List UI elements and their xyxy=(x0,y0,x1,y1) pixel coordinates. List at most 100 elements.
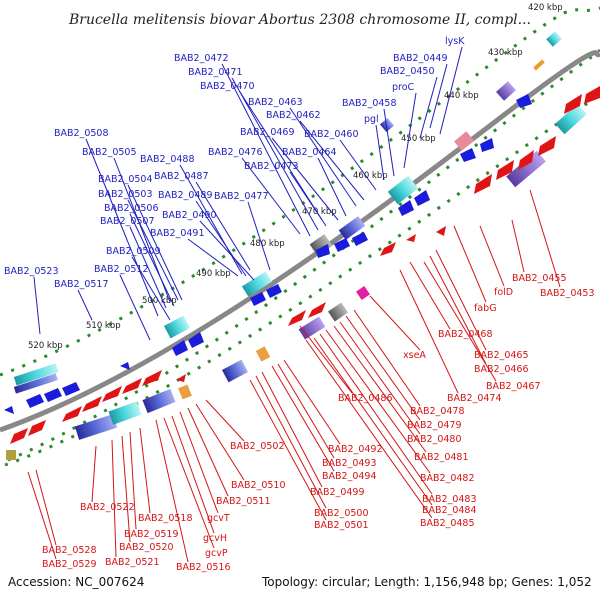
map-title: Brucella melitensis biovar Abortus 2308 … xyxy=(68,12,531,28)
gene-label: BAB2_0464 xyxy=(282,147,337,158)
feature-block xyxy=(533,59,545,71)
gene-label: BAB2_0474 xyxy=(447,393,502,404)
gene-arrow xyxy=(538,136,556,156)
feature-block xyxy=(255,346,271,362)
gene-arrow xyxy=(82,396,102,412)
gene-arrow xyxy=(308,302,326,318)
gene-label: BAB2_0453 xyxy=(540,288,595,299)
feature-block xyxy=(13,363,59,386)
gene-arrow xyxy=(414,190,430,206)
feature-block xyxy=(74,414,118,440)
gene-label: BAB2_0521 xyxy=(105,557,160,568)
gene-arrow xyxy=(496,160,514,180)
gene-label: pgl xyxy=(364,114,379,125)
gene-label: BAB2_0471 xyxy=(188,67,243,78)
gene-label: BAB2_0505 xyxy=(82,147,137,158)
gene-label: gcvP xyxy=(205,548,228,559)
gene-label: gcvT xyxy=(207,513,230,524)
gene-label: BAB2_0483 xyxy=(422,494,477,505)
gene-label: BAB2_0493 xyxy=(322,458,377,469)
kbp-label: 430 kbp xyxy=(488,48,523,58)
gene-label: BAB2_0489 xyxy=(158,190,213,201)
gene-label: BAB2_0488 xyxy=(140,154,195,165)
feature-block xyxy=(506,150,546,188)
reverse-arrows xyxy=(10,86,600,444)
reverse-gene-labels: BAB2_0453 BAB2_0455 folD fabG BAB2_0465 … xyxy=(42,273,595,573)
gene-arrow xyxy=(564,94,582,114)
gene-label: BAB2_0462 xyxy=(266,110,321,121)
gene-label: BAB2_0518 xyxy=(138,513,193,524)
feature-block xyxy=(164,315,190,339)
gene-label: BAB2_0500 xyxy=(314,508,369,519)
reverse-leader-lines xyxy=(27,189,561,563)
feature-block xyxy=(546,31,562,47)
gene-label: proC xyxy=(392,82,415,93)
kbp-labels: 420 kbp 430 kbp 440 kbp 450 kbp 460 kbp … xyxy=(28,3,563,351)
gene-arrow xyxy=(460,148,476,162)
gene-label: BAB2_0484 xyxy=(422,505,477,516)
gene-label: BAB2_0482 xyxy=(420,473,475,484)
feature-block xyxy=(356,286,370,300)
feature-block xyxy=(6,450,16,460)
gene-label: BAB2_0473 xyxy=(244,161,299,172)
chromosome-backbone xyxy=(0,50,600,433)
gene-arrow xyxy=(352,232,368,246)
gene-arrow xyxy=(62,406,82,422)
feature-block xyxy=(142,388,176,414)
gene-label: BAB2_0470 xyxy=(200,81,255,92)
gene-label: BAB2_0502 xyxy=(230,441,285,452)
gene-label: BAB2_0494 xyxy=(322,471,377,482)
feature-block xyxy=(328,302,348,322)
kbp-label: 510 kbp xyxy=(86,321,121,331)
feature-block xyxy=(13,373,58,394)
gene-arrow xyxy=(142,370,162,386)
gene-arrow xyxy=(44,388,62,402)
gene-arrow xyxy=(28,420,46,436)
gene-label: BAB2_0507 xyxy=(100,216,155,227)
gene-label: BAB2_0485 xyxy=(420,518,475,529)
gene-arrow xyxy=(288,310,306,326)
gene-arrow xyxy=(4,406,14,414)
kbp-label: 520 kbp xyxy=(28,341,63,351)
feature-block xyxy=(338,216,366,240)
gene-label: BAB2_0519 xyxy=(124,529,179,540)
gene-label: BAB2_0476 xyxy=(208,147,263,158)
kbp-label: 490 kbp xyxy=(196,269,231,279)
gene-arrow xyxy=(380,242,396,256)
gene-label: folD xyxy=(494,287,513,298)
gene-label: BAB2_0504 xyxy=(98,174,153,185)
gene-label: BAB2_0506 xyxy=(104,203,159,214)
gene-arrow xyxy=(172,340,188,356)
gene-label: BAB2_0509 xyxy=(106,246,161,257)
gene-arrow xyxy=(120,362,130,370)
gene-arrow xyxy=(474,174,492,194)
forward-gene-labels: lysK BAB2_0449 BAB2_0450 proC BAB2_0458 … xyxy=(4,36,465,290)
gene-label: BAB2_0479 xyxy=(407,420,462,431)
gene-label: BAB2_0520 xyxy=(119,542,174,553)
kbp-label: 500 kbp xyxy=(142,296,177,306)
gene-arrow xyxy=(584,86,600,104)
gene-label: BAB2_0501 xyxy=(314,520,369,531)
gene-arrow xyxy=(10,428,28,444)
gene-arrow xyxy=(406,234,416,242)
feature-block xyxy=(555,103,587,135)
gene-label: BAB2_0477 xyxy=(214,191,269,202)
gene-label: BAB2_0503 xyxy=(98,189,153,200)
gene-label: xseA xyxy=(403,350,426,361)
gene-arrow xyxy=(316,244,330,258)
gene-arrow xyxy=(516,94,532,108)
gene-label: BAB2_0472 xyxy=(174,53,229,64)
feature-block xyxy=(387,175,419,205)
kbp-label: 460 kbp xyxy=(353,171,388,181)
gene-arrow xyxy=(266,284,282,298)
gene-label: lysK xyxy=(445,36,465,47)
gene-label: BAB2_0517 xyxy=(54,279,109,290)
feature-block xyxy=(241,271,273,297)
gene-label: BAB2_0481 xyxy=(414,452,469,463)
gene-label: BAB2_0455 xyxy=(512,273,567,284)
gene-arrow xyxy=(102,386,122,402)
feature-block xyxy=(108,401,142,425)
kbp-label: 440 kbp xyxy=(444,91,479,101)
gene-arrow xyxy=(122,378,142,394)
